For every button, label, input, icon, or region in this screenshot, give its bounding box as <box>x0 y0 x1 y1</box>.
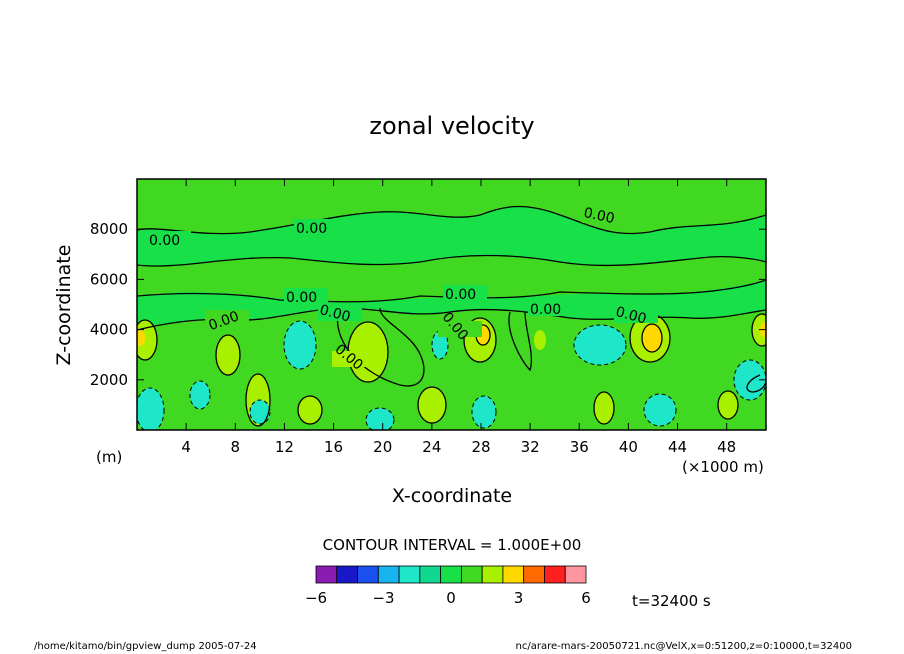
contour-line <box>463 317 497 363</box>
colorbar-tick-label: 6 <box>581 589 591 607</box>
contour-line-negative <box>249 399 271 425</box>
cell-lobe <box>642 324 662 352</box>
x-tick-label: 28 <box>471 438 490 456</box>
x-axis-unit: (×1000 m) <box>682 458 764 476</box>
cell-lobe <box>250 400 270 424</box>
x-tick-label: 20 <box>373 438 392 456</box>
contour-line <box>641 323 663 353</box>
x-tick-label: 44 <box>668 438 687 456</box>
x-tick-label: 36 <box>570 438 589 456</box>
colorbar-tick-label: 0 <box>446 589 456 607</box>
contour-line-negative <box>643 393 677 427</box>
contour-label: 0.00 <box>149 233 180 249</box>
contour-line <box>751 313 766 347</box>
contour-line-negative <box>733 359 766 401</box>
x-tick-label: 48 <box>717 438 736 456</box>
colorbar <box>315 565 587 584</box>
contour-label: 0.00 <box>445 287 476 303</box>
y-axis-title: Z-coordinate <box>53 245 75 366</box>
contour-label: 0.00 <box>296 221 327 237</box>
cell-lobe <box>418 387 446 423</box>
x-axis: 4 8 12 16 20 24 28 32 36 40 44 48 <box>181 179 736 456</box>
y-axis: 2000 4000 6000 8000 <box>90 220 766 389</box>
contour-line <box>215 334 241 376</box>
colorbar-swatch <box>336 565 358 584</box>
colorbar-swatch <box>523 565 545 584</box>
contour-field: 0.00 0.00 0.00 0.00 0.00 0.00 0.00 0.00 … <box>136 178 767 431</box>
contour-label: 0.00 <box>614 304 648 328</box>
contour-line <box>137 254 766 267</box>
x-tick-label: 8 <box>231 438 241 456</box>
contour-line-negative <box>573 324 627 366</box>
colorbar-tick-label: 3 <box>514 589 524 607</box>
contour-line-negative <box>471 395 497 429</box>
cell-lobe <box>432 331 448 359</box>
colorbar-swatch <box>544 565 566 584</box>
y-tick-label: 6000 <box>90 270 128 288</box>
contour-line <box>137 319 158 361</box>
colorbar-swatch <box>357 565 379 584</box>
cell-lobe <box>594 392 614 424</box>
cell-lobe <box>734 360 766 400</box>
contour-line-negative <box>365 407 395 430</box>
x-axis-title: X-coordinate <box>392 485 512 507</box>
x-tick-label: 16 <box>324 438 343 456</box>
colorbar-swatch <box>460 565 483 584</box>
time-label: t=32400 s <box>632 592 711 610</box>
contour-line <box>297 395 323 425</box>
contour-line-negative <box>283 320 317 370</box>
contour-line <box>508 311 532 372</box>
cell-lobe <box>644 394 676 426</box>
colorbar-swatch <box>377 565 400 584</box>
chart-title: zonal velocity <box>369 112 534 140</box>
colorbar-tick-label: −6 <box>305 589 327 607</box>
colorbar-tick-label: −3 <box>372 589 394 607</box>
cell-lobe <box>216 335 240 375</box>
x-tick-label: 12 <box>275 438 294 456</box>
x-tick-label: 32 <box>521 438 540 456</box>
y-axis-unit: (m) <box>96 448 122 466</box>
contour-label: 0.00 <box>286 290 317 306</box>
contour-line <box>245 373 271 427</box>
colorbar-swatch <box>440 565 462 584</box>
y-tick-label: 8000 <box>90 220 128 238</box>
colorbar-swatch <box>315 565 338 584</box>
footer-left: /home/kitamo/bin/gpview_dump 2005-07-24 <box>34 641 257 652</box>
colorbar-swatch <box>502 565 525 584</box>
contour-label: 0.00 <box>530 302 561 318</box>
colorbar-swatch <box>398 565 421 584</box>
cell-lobe <box>137 330 145 346</box>
x-tick-label: 24 <box>422 438 441 456</box>
cell-lobe <box>137 388 164 430</box>
y-tick-label: 4000 <box>90 321 128 339</box>
contour-label: 0.00 <box>318 302 352 326</box>
y-tick-label: 2000 <box>90 371 128 389</box>
contour-line <box>336 307 425 387</box>
cell-lobe <box>472 396 496 428</box>
contour-line <box>717 390 739 420</box>
colorbar-swatch <box>419 565 442 584</box>
x-tick-label: 40 <box>619 438 638 456</box>
x-tick-label: 4 <box>181 438 191 456</box>
cell-lobe <box>190 381 210 409</box>
cell-lobe <box>574 325 626 365</box>
contour-line-negative <box>137 387 165 430</box>
contour-label: 0.00 <box>582 205 616 227</box>
contour-line-negative <box>189 380 211 410</box>
cell-lobe <box>534 330 546 350</box>
colorbar-swatch <box>564 565 587 584</box>
contour-line <box>746 374 766 393</box>
contour-interval: CONTOUR INTERVAL = 1.000E+00 <box>323 536 582 554</box>
contour-line <box>593 391 615 425</box>
plot-frame <box>136 178 767 431</box>
cell-lobe <box>366 408 394 430</box>
cell-lobe <box>298 396 322 424</box>
contour-line <box>137 205 766 235</box>
cell-lobe <box>284 321 316 369</box>
cell-lobe <box>718 391 738 419</box>
colorbar-ticks: −6 −3 0 3 6 <box>305 589 591 607</box>
footer-right: nc/arare-mars-20050721.nc@VelX,x=0:51200… <box>516 641 852 652</box>
colorbar-swatch <box>481 565 504 584</box>
